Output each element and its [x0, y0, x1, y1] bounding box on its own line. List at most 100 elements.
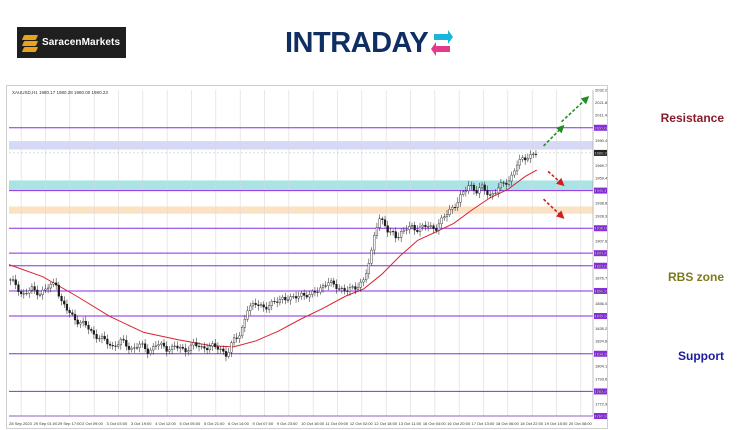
candle-body [60, 295, 63, 302]
time-tick-label: 18 Oct 06:00 [496, 421, 520, 426]
candle-body [192, 342, 195, 346]
candle-body [346, 290, 349, 292]
candle-body [294, 296, 298, 299]
candle-body [367, 263, 370, 275]
time-tick-label: 16 Oct 20:00 [447, 421, 471, 426]
candle-body [22, 293, 25, 295]
candle-body [332, 280, 335, 285]
candle-body [76, 319, 79, 325]
forecast-arrow [547, 170, 565, 187]
candle-body [114, 345, 117, 347]
candle-body [168, 349, 171, 352]
rbs-zone-label: RBS zone [667, 269, 724, 284]
candle-body [100, 335, 104, 339]
price-tick-label: 1783.20 [595, 389, 607, 394]
candle-body [456, 202, 459, 208]
candle-body [303, 292, 306, 296]
candle-body [316, 291, 319, 293]
candle-body [9, 279, 12, 281]
time-tick-label: 13 Oct 11:00 [399, 421, 422, 426]
candle-body [416, 229, 419, 232]
price-tick-label: 1845.50 [595, 314, 607, 319]
level-badge [594, 250, 607, 257]
candle-body [365, 273, 368, 281]
candle-body [254, 302, 257, 305]
candle-body [173, 345, 176, 347]
zone-1 [9, 180, 593, 191]
candle-body [521, 157, 524, 160]
price-tick-label: 1938.80 [595, 201, 607, 206]
candle-body [313, 290, 317, 293]
candle-body [181, 346, 184, 349]
candle-body [187, 350, 190, 353]
level-badge [594, 225, 607, 232]
candle-body [373, 235, 376, 251]
saracen-logo-text: SaracenMarkets [42, 37, 121, 48]
candle-body [71, 312, 74, 315]
level-badge [594, 350, 607, 357]
candle-body [356, 287, 360, 290]
candle-body [165, 345, 168, 352]
candle-body [160, 342, 163, 345]
candle-body [340, 287, 343, 289]
level-badge-label: 1866.20 [595, 288, 608, 293]
time-tick-label: 16 Oct 04:00 [423, 421, 447, 426]
saracen-logo-icon [21, 34, 39, 52]
candle-body [499, 182, 503, 189]
candle-body [453, 206, 457, 208]
candle-body [144, 343, 147, 350]
price-tick-label: 1969.70 [595, 163, 607, 168]
candle-body [246, 310, 249, 320]
time-tick-label: 17 Oct 13:00 [472, 421, 496, 426]
candle-body [33, 286, 36, 291]
candle-body [57, 284, 60, 297]
candle-body [327, 282, 330, 286]
candle-body [68, 310, 71, 313]
candle-body [84, 320, 87, 326]
candle-body [515, 164, 519, 172]
candle-body [451, 206, 454, 210]
candle-body [125, 339, 128, 347]
candle-body [405, 229, 408, 231]
candle-body [11, 279, 15, 281]
candle-body [30, 286, 34, 291]
candle-body [197, 345, 201, 347]
candle-body [257, 304, 260, 306]
price-tick-label: 1793.60 [595, 376, 607, 381]
candle-body [305, 295, 308, 298]
price-tick-label: 2021.80 [595, 100, 607, 105]
intraday-arrows-icon [431, 30, 454, 56]
candle-body [36, 289, 39, 296]
resistance-label: Resistance [660, 111, 724, 126]
candle-body [157, 344, 160, 347]
price-tick-label: 1918.00 [595, 226, 607, 231]
price-tick-label: 1907.60 [595, 238, 607, 243]
candle-body [427, 226, 430, 228]
price-chart-frame: 2001.00 1949.10 1918.00 1897.40 1887.00 1866.… [6, 85, 608, 429]
candle-body [141, 343, 144, 345]
candle-body [108, 343, 112, 346]
candle-body [179, 346, 182, 349]
time-tick-label: 9 Oct 07:00 [253, 421, 274, 426]
candle-body [65, 303, 69, 311]
price-tick-label: 2032.20 [595, 88, 607, 93]
price-tick-label: 1897.40 [595, 251, 607, 256]
candle-body [494, 192, 497, 194]
price-tick-label: 2001.00 [595, 125, 607, 130]
candle-body [467, 185, 470, 192]
time-tick-label: 20 Oct 08:00 [569, 421, 593, 426]
candle-body [184, 348, 187, 353]
candle-body [486, 190, 489, 195]
intraday-logo: INTRADAY [285, 27, 465, 59]
candle-body [79, 322, 82, 325]
time-tick-label: 12 Oct 02:00 [350, 421, 374, 426]
candle-body [176, 345, 179, 349]
candle-body [273, 301, 276, 303]
zone-0 [9, 141, 593, 150]
candle-body [397, 237, 400, 239]
candle-body [138, 343, 141, 348]
candle-body [335, 283, 338, 289]
time-tick-label: 29 Sep 17:00 [58, 421, 83, 426]
candle-body [343, 287, 346, 292]
candle-body [278, 299, 281, 303]
